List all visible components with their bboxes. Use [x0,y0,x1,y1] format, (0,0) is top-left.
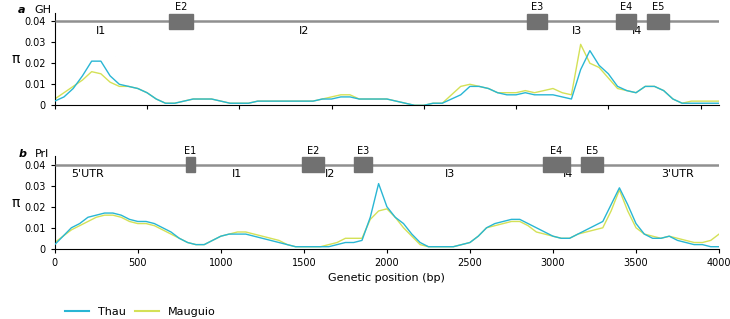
Text: E4: E4 [620,2,632,12]
Text: b: b [18,149,26,159]
Text: E5: E5 [652,2,664,12]
Y-axis label: π: π [12,196,20,210]
Text: E2: E2 [307,145,319,156]
Text: I2: I2 [326,169,336,179]
Bar [543,157,569,172]
Text: E1: E1 [185,145,196,156]
Bar [353,157,372,172]
Text: 5'UTR: 5'UTR [72,169,104,179]
Text: Prl: Prl [35,149,49,159]
Text: E3: E3 [357,145,369,156]
Text: I3: I3 [572,26,582,36]
Text: I2: I2 [299,26,309,36]
Text: E3: E3 [531,2,543,12]
Text: I1: I1 [96,26,106,36]
Bar [169,14,193,28]
Bar [527,14,548,28]
Text: GH: GH [35,5,52,15]
Text: I1: I1 [232,169,242,179]
Bar [647,14,669,28]
Text: E5: E5 [585,145,598,156]
Bar [302,157,324,172]
Bar [615,14,636,28]
Bar [581,157,603,172]
Y-axis label: π: π [12,52,20,66]
Text: I3: I3 [445,169,455,179]
Text: E2: E2 [175,2,188,12]
Text: 3'UTR: 3'UTR [661,169,694,179]
Legend: Thau, Mauguio: Thau, Mauguio [61,302,220,319]
Text: I4: I4 [563,169,573,179]
X-axis label: Genetic position (bp): Genetic position (bp) [328,273,445,283]
Text: a: a [18,5,26,15]
Bar [186,157,195,172]
Text: I4: I4 [631,26,642,36]
Text: E4: E4 [550,145,562,156]
